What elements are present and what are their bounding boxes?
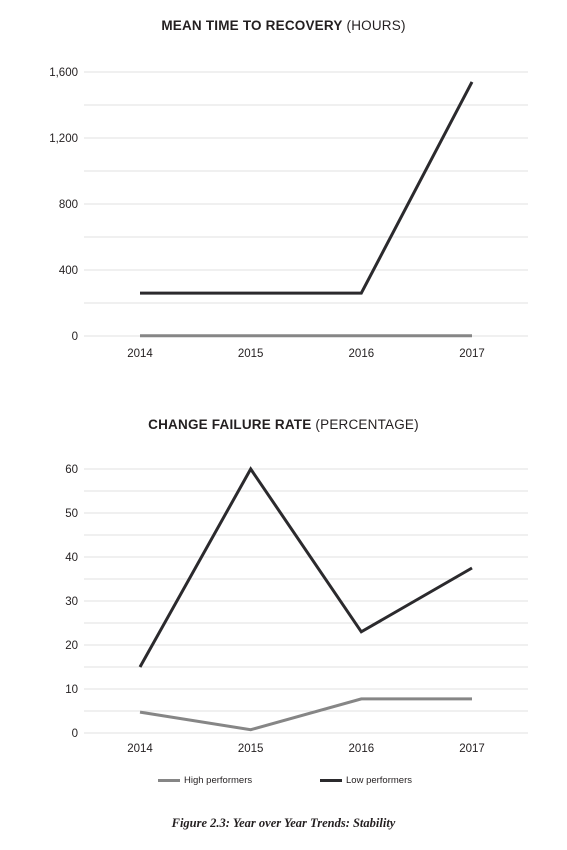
y-tick-label: 60	[65, 464, 78, 476]
x-tick-label: 2015	[238, 348, 264, 360]
x-tick-label: 2017	[459, 743, 485, 755]
y-tick-label: 0	[72, 728, 78, 740]
mttr-chart: 0 400 800 1,200 1,600 2014 2015 2016 2017	[49, 67, 528, 360]
legend-swatch-low	[320, 779, 342, 782]
x-tick-label: 2016	[349, 348, 375, 360]
legend-label-high: High performers	[184, 775, 253, 786]
x-tick-label: 2016	[349, 743, 375, 755]
x-tick-label: 2014	[127, 348, 153, 360]
y-tick-label: 0	[72, 331, 78, 343]
y-tick-label: 20	[65, 640, 78, 652]
y-tick-label: 1,200	[49, 133, 78, 145]
cfr-chart: 0 10 20 30 40 50 60 2014 2015 2016 2017	[65, 464, 528, 755]
chart-title-cfr-unit: (PERCENTAGE)	[315, 417, 419, 432]
x-tick-label: 2014	[127, 743, 153, 755]
y-tick-label: 10	[65, 684, 78, 696]
y-tick-label: 30	[65, 596, 78, 608]
chart-title-cfr-main: CHANGE FAILURE RATE	[148, 417, 312, 432]
figure-caption: Figure 2.3: Year over Year Trends: Stabi…	[171, 816, 396, 830]
series-line-high-performers	[139, 697, 472, 732]
series-line-low-performers	[140, 81, 474, 295]
y-tick-label: 1,600	[49, 67, 78, 79]
series-line-low-performers	[138, 466, 473, 668]
chart-title-mttr-main: MEAN TIME TO RECOVERY	[161, 18, 343, 33]
x-tick-label: 2017	[459, 348, 485, 360]
legend: High performers Low performers	[0, 775, 567, 791]
y-tick-label: 40	[65, 552, 78, 564]
y-tick-label: 800	[59, 199, 78, 211]
legend-item-low: Low performers	[320, 775, 412, 786]
legend-label-low: Low performers	[346, 775, 412, 786]
chart-title-mttr-unit: (HOURS)	[346, 18, 406, 33]
legend-item-high: High performers	[158, 775, 252, 786]
y-tick-label: 400	[59, 265, 78, 277]
legend-swatch-high	[158, 779, 180, 782]
y-tick-label: 50	[65, 508, 78, 520]
chart-title-cfr: CHANGE FAILURE RATE (PERCENTAGE)	[0, 417, 567, 432]
chart-title-mttr: MEAN TIME TO RECOVERY (HOURS)	[0, 18, 567, 33]
x-tick-label: 2015	[238, 743, 264, 755]
